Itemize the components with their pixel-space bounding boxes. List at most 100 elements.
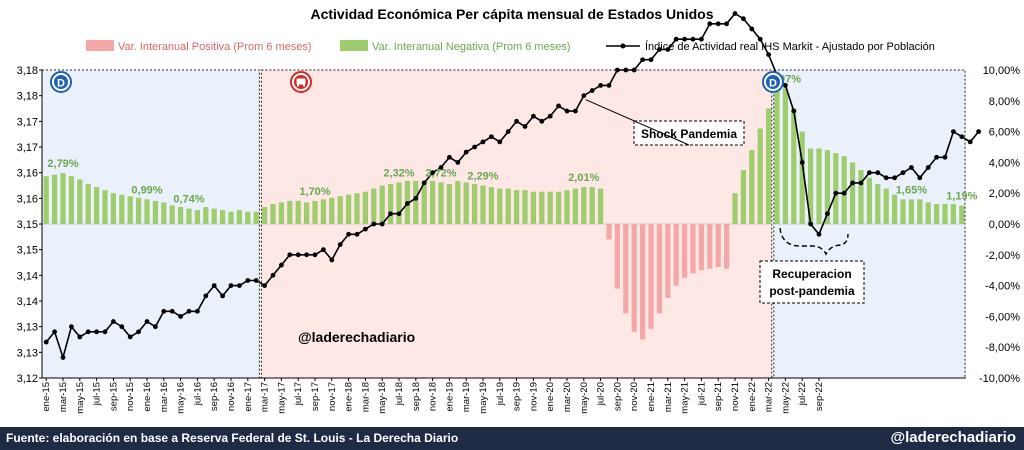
line-point <box>833 190 839 196</box>
bar <box>581 187 587 224</box>
x-tick-label: ene-18 <box>344 382 355 412</box>
bar <box>749 150 755 224</box>
line-point <box>472 144 477 150</box>
line-point <box>413 195 419 201</box>
line-point <box>228 283 234 288</box>
line-point <box>858 180 864 186</box>
bar <box>690 224 696 274</box>
line-point <box>329 257 335 263</box>
democrat-logo-icon: D <box>762 71 784 93</box>
bar <box>740 170 747 224</box>
line-point <box>438 165 444 170</box>
bar <box>849 162 856 224</box>
bar <box>320 199 327 224</box>
watermark-text: @laderechadiario <box>298 329 415 345</box>
annotations: 2,79% 0,99% 0,74% 1,70% 2,32% 2,72% 2,29% 2,01%… <box>47 73 978 304</box>
line-point <box>640 57 645 63</box>
line-point <box>875 170 881 176</box>
bar <box>572 188 579 224</box>
y-left-tick-label: 3,15 <box>17 219 38 231</box>
line-point <box>556 103 561 109</box>
bar <box>589 187 595 224</box>
bar <box>362 191 369 224</box>
x-tick-label: ene-15 <box>41 382 52 412</box>
line-point <box>379 221 385 227</box>
bar <box>85 183 91 224</box>
bar-value-label: 2,72% <box>425 167 456 179</box>
x-tick-label: sep-19 <box>512 382 523 411</box>
callout-text-recovery-1: Recuperacion <box>772 267 851 281</box>
line-point <box>237 283 242 288</box>
x-tick-label: nov-15 <box>125 382 136 411</box>
bar <box>144 199 150 224</box>
line-point <box>615 67 620 73</box>
line-point <box>69 324 74 330</box>
bar <box>522 190 528 224</box>
bar <box>715 224 721 268</box>
x-tick-label: may-18 <box>377 382 388 414</box>
bar <box>497 188 503 224</box>
bar <box>673 224 679 286</box>
line-point <box>127 334 133 340</box>
x-tick-label: jul-17 <box>293 382 304 406</box>
line-point <box>967 139 973 145</box>
bar <box>387 183 394 224</box>
line-series <box>43 11 981 361</box>
bar <box>891 194 898 224</box>
y-left-tick-label: 3,14 <box>17 270 38 282</box>
bar <box>102 190 108 224</box>
bar <box>119 194 125 224</box>
line-point <box>581 93 587 99</box>
line-point <box>161 308 167 314</box>
bar <box>270 203 276 224</box>
line-point <box>354 231 360 237</box>
line-point <box>657 47 662 52</box>
bar-value-label: 2,32% <box>383 167 414 179</box>
bar <box>261 207 268 224</box>
bar-value-label: 1,19% <box>946 191 977 203</box>
line-point <box>304 252 309 258</box>
line-point <box>598 83 603 88</box>
line-point <box>287 252 293 258</box>
line-point <box>741 16 746 22</box>
line-point <box>883 175 889 181</box>
x-tick-label: sep-18 <box>411 382 422 411</box>
line-point <box>547 113 553 119</box>
line-point <box>959 134 965 140</box>
bar <box>337 196 343 224</box>
line-point <box>186 308 192 314</box>
line-point <box>363 226 368 232</box>
line-point <box>262 283 267 288</box>
y-right-tick-label: -10,00% <box>979 373 1020 385</box>
line-point <box>816 231 822 237</box>
line-point <box>690 36 696 42</box>
bar <box>530 191 537 224</box>
bar <box>648 224 654 329</box>
bar <box>253 211 259 224</box>
line-point <box>976 129 981 135</box>
x-tick-label: mar-16 <box>159 382 170 412</box>
bar-value-label: 2,79% <box>47 158 78 170</box>
line-point <box>951 129 956 135</box>
bar <box>43 176 49 224</box>
bar <box>807 148 814 224</box>
bar <box>597 188 604 224</box>
line-point <box>77 334 83 340</box>
y-left-tick-label: 3,12 <box>17 373 38 385</box>
x-tick-label: jul-20 <box>596 382 607 406</box>
bar <box>278 202 285 224</box>
line-point <box>279 262 284 268</box>
x-tick-label: may-17 <box>276 382 287 414</box>
line-point <box>337 242 343 247</box>
bar <box>908 199 915 224</box>
bar <box>68 176 75 224</box>
bar <box>732 193 738 224</box>
bar <box>606 224 612 240</box>
line-point <box>699 36 704 42</box>
bar <box>329 197 335 224</box>
line-point <box>564 108 570 114</box>
line-point <box>321 247 326 253</box>
line-point <box>245 278 251 283</box>
y-left-tick-label: 3,17 <box>17 116 38 128</box>
line-point <box>665 47 671 52</box>
